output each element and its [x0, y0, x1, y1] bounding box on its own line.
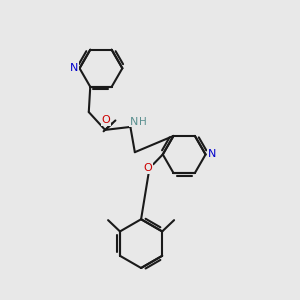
Text: N: N — [130, 117, 138, 127]
Text: H: H — [139, 117, 146, 127]
Text: O: O — [143, 163, 152, 173]
Text: N: N — [208, 149, 216, 160]
Text: N: N — [70, 63, 78, 73]
Text: O: O — [101, 116, 110, 125]
